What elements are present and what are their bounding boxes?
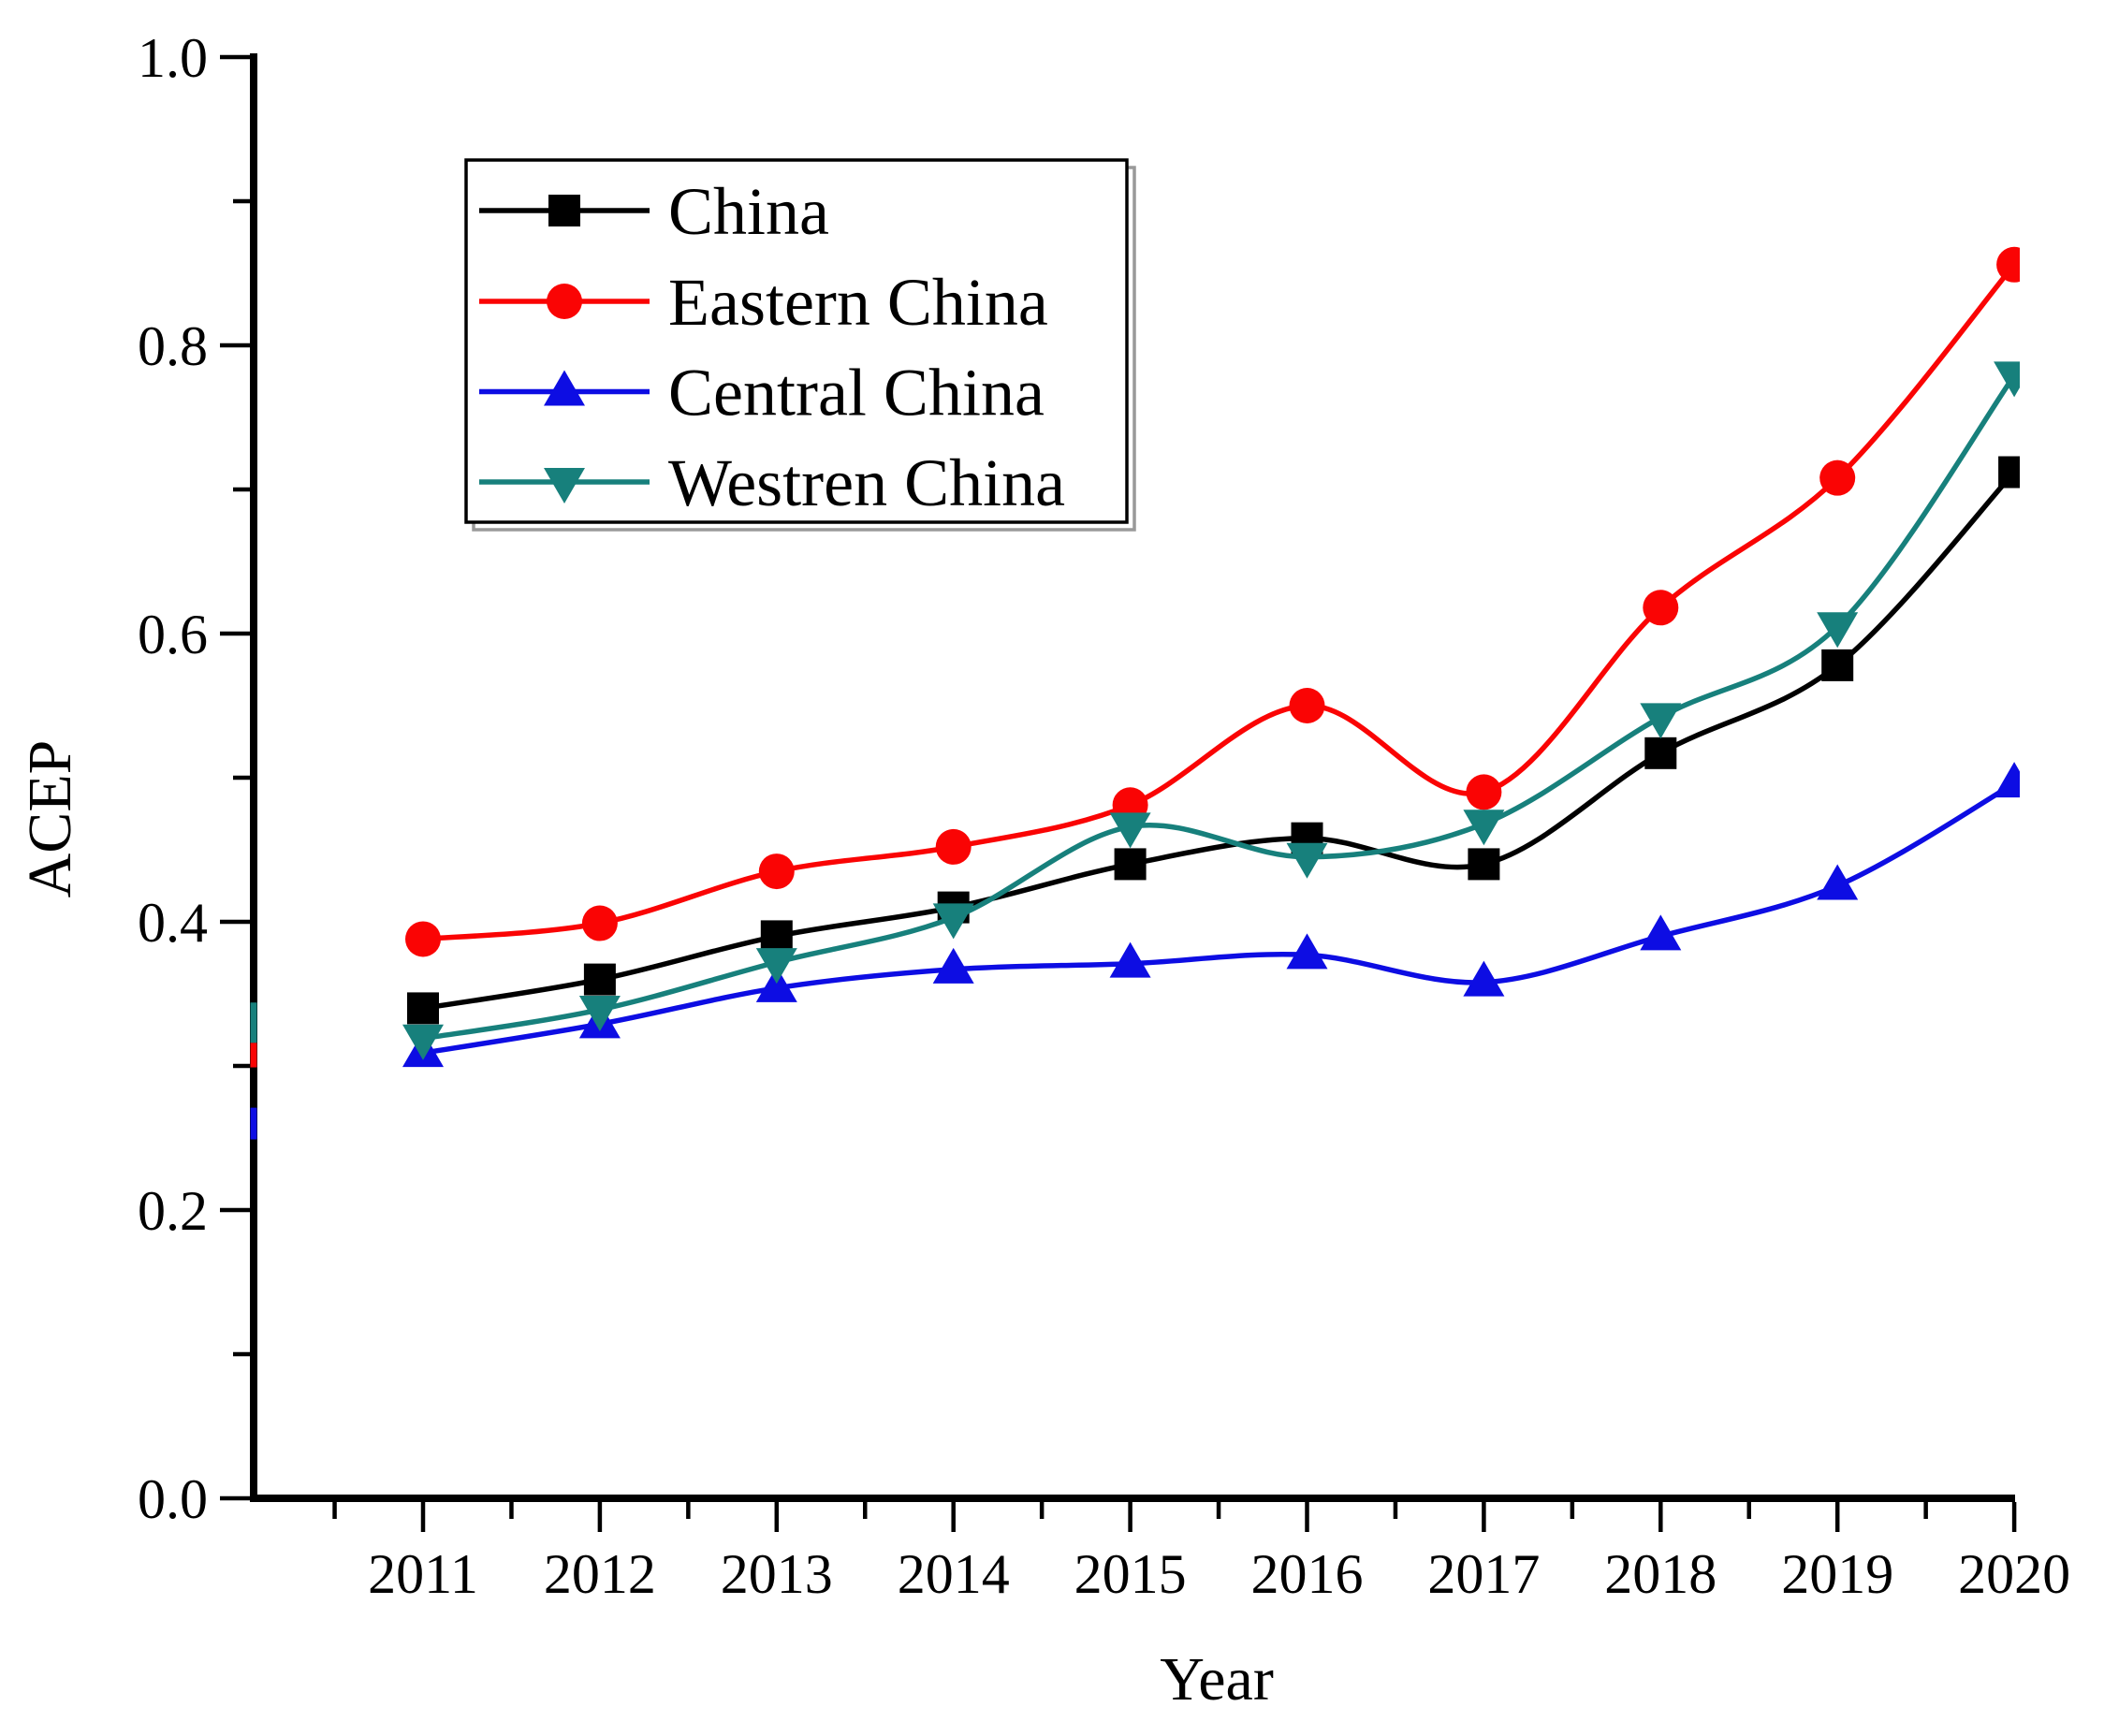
legend-entry-china: China xyxy=(479,174,829,249)
series-line-westren-china xyxy=(422,373,2017,1042)
legend: China Eastern China Central China Westren C… xyxy=(464,158,1136,532)
series-eastern-china xyxy=(405,246,2020,957)
series-westren-china xyxy=(402,361,2020,1060)
legend-entry-central-china: Central China xyxy=(479,356,1045,430)
x-tick-label-2016: 2016 xyxy=(1251,1543,1364,1605)
marker-westren-china-2012 xyxy=(578,995,621,1031)
legend-label-central-china: Central China xyxy=(668,356,1045,430)
marker-westren-china-2020 xyxy=(1994,361,2020,398)
marker-eastern-china-2013 xyxy=(758,853,795,890)
marker-china-2013 xyxy=(760,920,793,953)
marker-central-china-2019 xyxy=(1817,864,1859,900)
marker-eastern-china-2019 xyxy=(1819,460,1856,496)
marker-china-2012 xyxy=(583,963,616,996)
x-tick-label-2018: 2018 xyxy=(1604,1543,1717,1605)
marker-westren-china-2017 xyxy=(1463,810,1505,846)
marker-eastern-china-2020 xyxy=(1996,246,2020,283)
marker-china-2011 xyxy=(407,992,439,1025)
marker-central-china-2017 xyxy=(1463,960,1505,997)
series-central-china xyxy=(402,762,2020,1068)
marker-westren-china-2014 xyxy=(932,903,974,940)
marker-westren-china-2015 xyxy=(1109,812,1151,849)
marker-eastern-china-2018 xyxy=(1643,590,1679,626)
marker-eastern-china-2014 xyxy=(935,828,972,865)
marker-china-2017 xyxy=(1468,848,1500,881)
marker-eastern-china-2017 xyxy=(1466,774,1502,810)
x-tick-label-2012: 2012 xyxy=(544,1543,656,1605)
series-line-china xyxy=(422,470,2017,1012)
marker-central-china-2016 xyxy=(1286,933,1328,970)
legend-marker-eastern-china xyxy=(547,284,582,319)
marker-central-china-2020 xyxy=(1994,762,2020,798)
x-tick-label-2019: 2019 xyxy=(1781,1543,1893,1605)
y-tick-label-0.8: 0.8 xyxy=(138,315,208,377)
x-tick-label-2013: 2013 xyxy=(721,1543,833,1605)
x-tick-label-2017: 2017 xyxy=(1427,1543,1540,1605)
legend-entry-eastern-china: Eastern China xyxy=(479,265,1048,340)
marker-eastern-china-2012 xyxy=(581,905,618,941)
series-line-eastern-china xyxy=(422,263,2017,942)
marker-china-2018 xyxy=(1644,737,1677,769)
marker-westren-china-2019 xyxy=(1817,612,1859,649)
y-tick-label-1.0: 1.0 xyxy=(138,27,208,89)
marker-central-china-2018 xyxy=(1640,914,1682,951)
y-tick-label-0.6: 0.6 xyxy=(138,604,208,665)
legend-label-westren-china: Westren China xyxy=(668,445,1065,520)
legend-marker-central-china xyxy=(544,370,585,406)
marker-eastern-china-2016 xyxy=(1289,688,1325,723)
marker-central-china-2014 xyxy=(932,947,974,984)
legend-label-china: China xyxy=(668,174,829,249)
marker-china-2015 xyxy=(1114,848,1147,881)
marker-china-2020 xyxy=(1998,456,2020,489)
y-tick-label-0.0: 0.0 xyxy=(138,1468,208,1530)
y-tick-label-0.4: 0.4 xyxy=(138,892,208,954)
marker-westren-china-2016 xyxy=(1286,842,1328,879)
series-line-central-china xyxy=(422,780,2016,1056)
axes: 0.0 0.2 0.4 0.6 0.8 1.0 2011 2012 2013 2014 2015 20… xyxy=(138,27,2070,1605)
marker-eastern-china-2011 xyxy=(405,921,441,957)
marker-central-china-2015 xyxy=(1109,941,1151,978)
legend-entry-westren-china: Westren China xyxy=(479,445,1065,520)
marker-westren-china-2011 xyxy=(402,1024,444,1060)
series-china xyxy=(407,456,2020,1025)
x-tick-label-2011: 2011 xyxy=(368,1543,478,1605)
legend-marker-westren-china xyxy=(544,468,585,503)
legend-marker-china xyxy=(548,195,580,226)
x-tick-label-2020: 2020 xyxy=(1958,1543,2070,1605)
marker-westren-china-2018 xyxy=(1640,703,1682,739)
x-tick-label-2014: 2014 xyxy=(898,1543,1010,1605)
y-axis-title: ACEP xyxy=(16,740,84,898)
y-tick-label-0.2: 0.2 xyxy=(138,1180,208,1242)
marker-central-china-2013 xyxy=(755,966,797,1002)
legend-label-eastern-china: Eastern China xyxy=(668,265,1048,340)
marker-westren-china-2013 xyxy=(755,948,797,985)
x-tick-label-2015: 2015 xyxy=(1074,1543,1187,1605)
x-axis-title: Year xyxy=(1160,1645,1274,1714)
marker-china-2019 xyxy=(1821,649,1854,681)
